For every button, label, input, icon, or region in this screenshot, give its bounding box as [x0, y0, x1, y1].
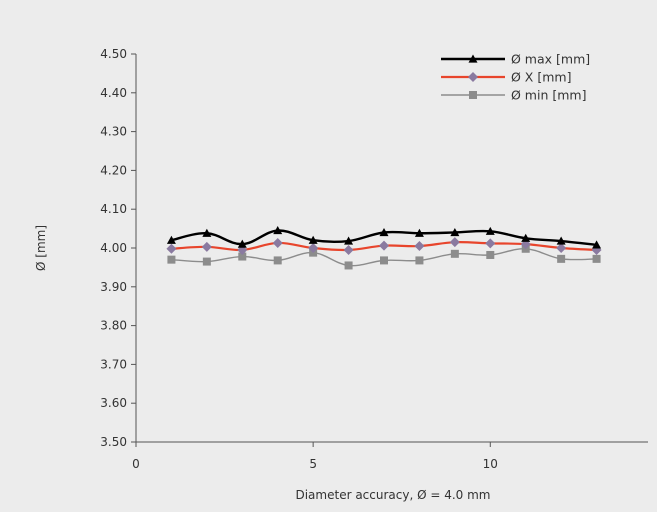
data-point — [344, 261, 353, 270]
data-point — [592, 240, 602, 249]
data-point — [557, 254, 566, 263]
axes: 3.50 3.60 3.70 3.80 3.90 4.00 4.10 4.20 4.30 4.40… — [100, 47, 648, 471]
legend-label: Ø max [mm] — [511, 52, 590, 67]
y-tick-label: 4.50 — [100, 47, 127, 61]
data-point — [237, 239, 247, 248]
data-point — [273, 226, 283, 235]
legend-entry: Ø min [mm] — [441, 88, 586, 103]
y-tick-label: 4.30 — [100, 125, 127, 139]
data-point — [485, 238, 496, 249]
data-point — [556, 243, 567, 253]
data-point — [414, 228, 424, 237]
data-point — [166, 235, 176, 244]
legend-swatch-marker — [469, 91, 477, 99]
data-point — [343, 244, 354, 255]
data-point — [201, 241, 212, 252]
y-tick-label: 4.20 — [100, 163, 127, 177]
data-point — [308, 243, 319, 253]
data-point — [308, 235, 318, 244]
legend-entry: Ø max [mm] — [441, 52, 590, 67]
y-tick-label: 4.10 — [100, 202, 127, 216]
data-point — [521, 233, 531, 242]
series-1 — [166, 237, 602, 255]
legend-entry: Ø X [mm] — [441, 70, 571, 85]
x-axis-title: Diameter accuracy, Ø = 4.0 mm — [295, 488, 490, 502]
data-point — [449, 237, 460, 248]
data-point — [344, 236, 354, 245]
data-point — [415, 256, 424, 265]
data-point — [592, 254, 601, 263]
legend-swatch-marker — [468, 54, 478, 63]
data-point — [167, 255, 176, 264]
x-tick-label: 10 — [483, 457, 498, 471]
y-tick-label: 4.40 — [100, 86, 127, 100]
data-point — [238, 252, 247, 261]
legend: Ø max [mm] Ø X [mm] Ø min [mm] — [441, 52, 590, 103]
data-point — [166, 243, 177, 254]
y-tick-label: 3.80 — [100, 319, 127, 333]
x-tick-label: 0 — [132, 457, 140, 471]
data-point — [450, 249, 459, 258]
y-tick-label: 3.70 — [100, 357, 127, 371]
data-point — [272, 237, 283, 248]
data-point — [486, 250, 495, 259]
data-point — [202, 257, 211, 266]
data-point — [485, 226, 495, 235]
legend-label: Ø min [mm] — [511, 88, 586, 103]
plot-area — [166, 226, 602, 270]
data-point — [450, 227, 460, 237]
data-point — [379, 240, 389, 251]
x-tick-label: 5 — [309, 457, 317, 471]
data-point — [202, 228, 212, 237]
series-0 — [166, 226, 602, 249]
data-point — [414, 241, 425, 252]
legend-swatch-marker — [468, 72, 478, 82]
data-point — [273, 256, 282, 265]
data-point — [379, 227, 389, 237]
data-point — [556, 236, 566, 245]
legend-label: Ø X [mm] — [511, 70, 571, 85]
y-tick-label: 3.60 — [100, 396, 127, 410]
y-tick-label: 3.50 — [100, 435, 127, 449]
data-point — [380, 256, 388, 265]
y-axis-title: Ø [mm] — [34, 225, 48, 271]
y-tick-label: 3.90 — [100, 280, 127, 294]
y-tick-label: 4.00 — [100, 241, 127, 255]
